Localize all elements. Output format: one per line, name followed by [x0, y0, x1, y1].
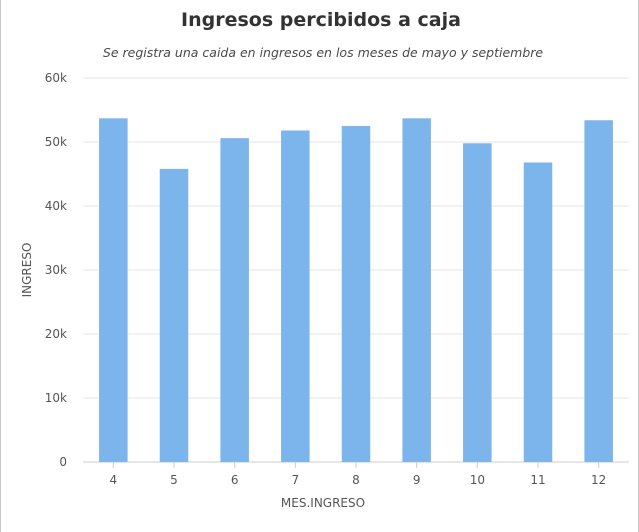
x-tick-label: 4 — [110, 473, 118, 487]
y-tick-label: 20k — [45, 327, 67, 341]
x-tick-label: 5 — [170, 473, 178, 487]
bars — [99, 118, 613, 463]
x-tick-label: 7 — [292, 473, 300, 487]
x-tick-label: 6 — [231, 473, 239, 487]
x-tick-label: 12 — [591, 473, 606, 487]
chart-title: Ingresos percibidos a caja — [181, 9, 461, 31]
bar-12[interactable] — [584, 120, 613, 463]
bar-5[interactable] — [159, 168, 189, 462]
bar-7[interactable] — [281, 130, 310, 463]
y-tick-label: 60k — [45, 71, 67, 85]
bar-6[interactable] — [220, 138, 249, 462]
y-tick-label: 10k — [45, 391, 67, 405]
chart-subtitle: Se registra una caida en ingresos en los… — [103, 45, 543, 60]
x-tick-label: 9 — [413, 473, 421, 487]
y-tick-label: 40k — [45, 199, 67, 213]
y-axis-ticks: 0 10k 20k 30k 40k 50k 60k — [45, 71, 67, 469]
x-axis-title: MES.INGRESO — [281, 496, 365, 510]
y-tick-label: 50k — [45, 135, 67, 149]
x-tick-label: 10 — [470, 473, 485, 487]
x-tick-label: 8 — [352, 473, 360, 487]
x-tick-label: 11 — [530, 473, 545, 487]
x-axis-ticks: 4 5 6 7 8 9 10 11 12 — [110, 462, 606, 487]
y-tick-label: 30k — [45, 263, 67, 277]
bar-9[interactable] — [402, 118, 431, 462]
bar-4[interactable] — [99, 118, 128, 462]
bar-8[interactable] — [341, 126, 371, 462]
bar-11[interactable] — [523, 162, 553, 463]
bar-10[interactable] — [463, 143, 492, 462]
y-tick-label: 0 — [59, 455, 67, 469]
y-axis-title: INGRESO — [20, 243, 34, 298]
